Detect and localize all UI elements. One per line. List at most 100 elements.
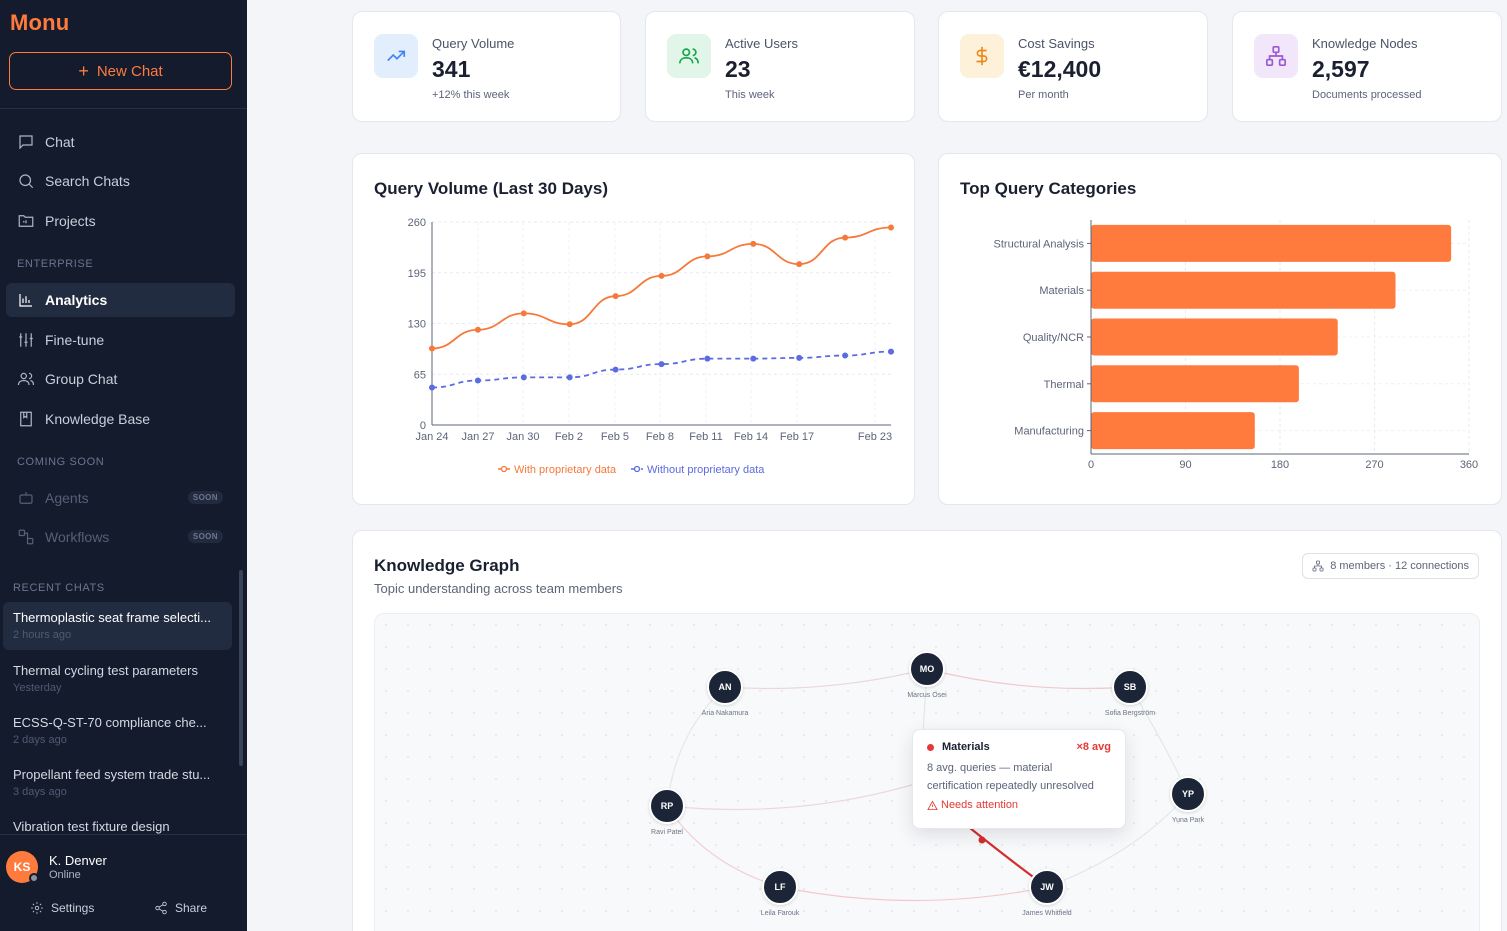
data-point — [842, 352, 849, 359]
stat-icon-box — [960, 34, 1004, 78]
x-tick-label: Feb 2 — [555, 431, 583, 443]
folder-icon — [18, 215, 34, 227]
line-chart: 0 65 130 195 260 Jan 24 Jan 27 Jan 30 Feb 2 Feb 5… — [408, 217, 894, 476]
kg-node-label: Aria Nakamura — [701, 710, 749, 717]
kg-node-label: Leila Farouk — [760, 910, 800, 917]
avatar[interactable]: KS — [6, 851, 38, 883]
category-label: Manufacturing — [1014, 426, 1084, 438]
y-tick-label: 195 — [408, 268, 426, 280]
stat-sub: +12% this week — [432, 89, 510, 101]
kg-tooltip: Materials ×8 avg 8 avg. queries — materi… — [912, 729, 1126, 829]
sidebar-scrollbar[interactable] — [239, 570, 243, 766]
share-icon — [155, 901, 167, 915]
settings-button[interactable]: Settings — [30, 901, 94, 915]
x-tick-label: Jan 24 — [415, 431, 448, 443]
bar-chart-icon — [19, 294, 32, 307]
stat-icon-box — [667, 34, 711, 78]
share-button[interactable]: Share — [154, 901, 207, 915]
recent-chat-item[interactable]: Thermal cycling test parameters Yesterda… — [3, 655, 232, 703]
sidebar-item-chat[interactable]: Chat — [6, 125, 235, 159]
sidebar-item-search[interactable]: Search Chats — [6, 164, 235, 198]
kg-node[interactable]: RP — [649, 788, 685, 824]
tooltip-body: 8 avg. queries — material certification … — [927, 759, 1111, 795]
kg-node[interactable]: LF — [762, 869, 798, 905]
data-point — [474, 326, 481, 333]
sidebar-item-knowledge-base[interactable]: Knowledge Base — [6, 402, 235, 436]
stat-label: Query Volume — [432, 36, 515, 51]
x-tick-label: Jan 27 — [461, 431, 494, 443]
data-point — [520, 310, 527, 317]
legend-marker — [633, 465, 641, 473]
stat-card-query-volume: Query Volume 341 +12% this week — [352, 11, 621, 122]
knowledge-graph-canvas[interactable]: AN Aria Nakamura MO Marcus Osei SB Sofia… — [374, 613, 1480, 931]
data-point — [566, 321, 573, 328]
bar — [1091, 412, 1255, 450]
recent-chat-item[interactable]: Propellant feed system trade stu... 3 da… — [3, 759, 232, 807]
dollar-icon — [976, 46, 988, 66]
sidebar: Monu + New Chat Chat Search Chats Projec… — [0, 0, 247, 931]
sidebar-item-projects[interactable]: Projects — [6, 204, 235, 238]
kg-node[interactable]: YP — [1170, 776, 1206, 812]
plus-icon: + — [78, 61, 89, 81]
x-tick-label: Feb 23 — [858, 431, 892, 443]
recent-chat-time: 3 days ago — [13, 786, 67, 798]
kg-edge — [724, 668, 928, 690]
kg-node[interactable]: JW — [1029, 869, 1065, 905]
kg-node[interactable]: AN — [707, 669, 743, 705]
workflow-icon — [18, 529, 34, 545]
sidebar-item-analytics[interactable]: Analytics — [6, 283, 235, 317]
x-tick-label: 360 — [1460, 459, 1478, 471]
sidebar-item-group-chat[interactable]: Group Chat — [6, 362, 235, 396]
data-point — [658, 272, 665, 279]
recent-chat-time: Yesterday — [13, 682, 62, 694]
recent-chat-item[interactable]: ECSS-Q-ST-70 compliance che... 2 days ag… — [3, 707, 232, 755]
kg-node[interactable]: SB — [1112, 669, 1148, 705]
tooltip-line: certification repeatedly unresolved — [927, 780, 1094, 792]
x-tick-label: Feb 8 — [646, 431, 674, 443]
category-label: Materials — [1039, 285, 1084, 297]
sidebar-item-label: Search Chats — [45, 173, 130, 189]
stat-value: 23 — [725, 56, 751, 82]
data-point — [520, 374, 527, 381]
kg-edge — [666, 805, 781, 888]
bar — [1091, 365, 1299, 403]
x-tick-label: Feb 5 — [601, 431, 629, 443]
category-label: Quality/NCR — [1023, 332, 1084, 344]
recent-chat-time: 2 days ago — [13, 734, 67, 746]
sliders-icon — [19, 333, 33, 347]
stat-card-cost-savings: Cost Savings €12,400 Per month — [938, 11, 1208, 122]
stat-sub: Documents processed — [1312, 89, 1422, 101]
new-chat-label: New Chat — [96, 62, 163, 80]
recent-chat-title: Propellant feed system trade stu... — [13, 767, 211, 782]
query-volume-chart-card: Query Volume (Last 30 Days) 0 65 130 195 260… — [352, 153, 915, 505]
tooltip-warning: Needs attention — [927, 799, 1111, 811]
category-label: Structural Analysis — [994, 238, 1085, 250]
stat-label: Active Users — [725, 36, 798, 51]
recent-chat-title: Vibration test fixture design — [13, 819, 170, 834]
kg-node[interactable]: MO — [909, 651, 945, 687]
sidebar-item-label: Workflows — [45, 529, 110, 545]
series-line — [431, 350, 892, 389]
soon-badge: SOON — [187, 491, 223, 504]
legend-label: Without proprietary data — [647, 464, 765, 476]
recent-chat-item[interactable]: Thermoplastic seat frame selecti... 2 ho… — [3, 602, 232, 650]
robot-icon — [19, 492, 33, 504]
recent-chat-title: ECSS-Q-ST-70 compliance che... — [13, 715, 207, 730]
data-point — [704, 253, 711, 260]
kg-edge — [666, 783, 916, 811]
enterprise-section-label: ENTERPRISE — [17, 258, 94, 270]
new-chat-button[interactable]: + New Chat — [9, 52, 232, 90]
data-point — [612, 366, 619, 373]
legend-label: With proprietary data — [514, 464, 617, 476]
bar — [1091, 224, 1452, 262]
y-tick-label: 260 — [408, 217, 426, 229]
data-point — [888, 224, 894, 231]
stat-icon-box — [374, 34, 418, 78]
recent-chat-title: Thermoplastic seat frame selecti... — [13, 610, 211, 625]
y-tick-label: 130 — [408, 319, 426, 331]
kg-node-label: Yuna Park — [1171, 817, 1205, 824]
sidebar-item-finetune[interactable]: Fine-tune — [6, 323, 235, 357]
tooltip-topic: Materials — [942, 741, 990, 753]
sidebar-item-agents: Agents SOON — [6, 481, 235, 515]
app-logo[interactable]: Monu — [10, 10, 70, 35]
